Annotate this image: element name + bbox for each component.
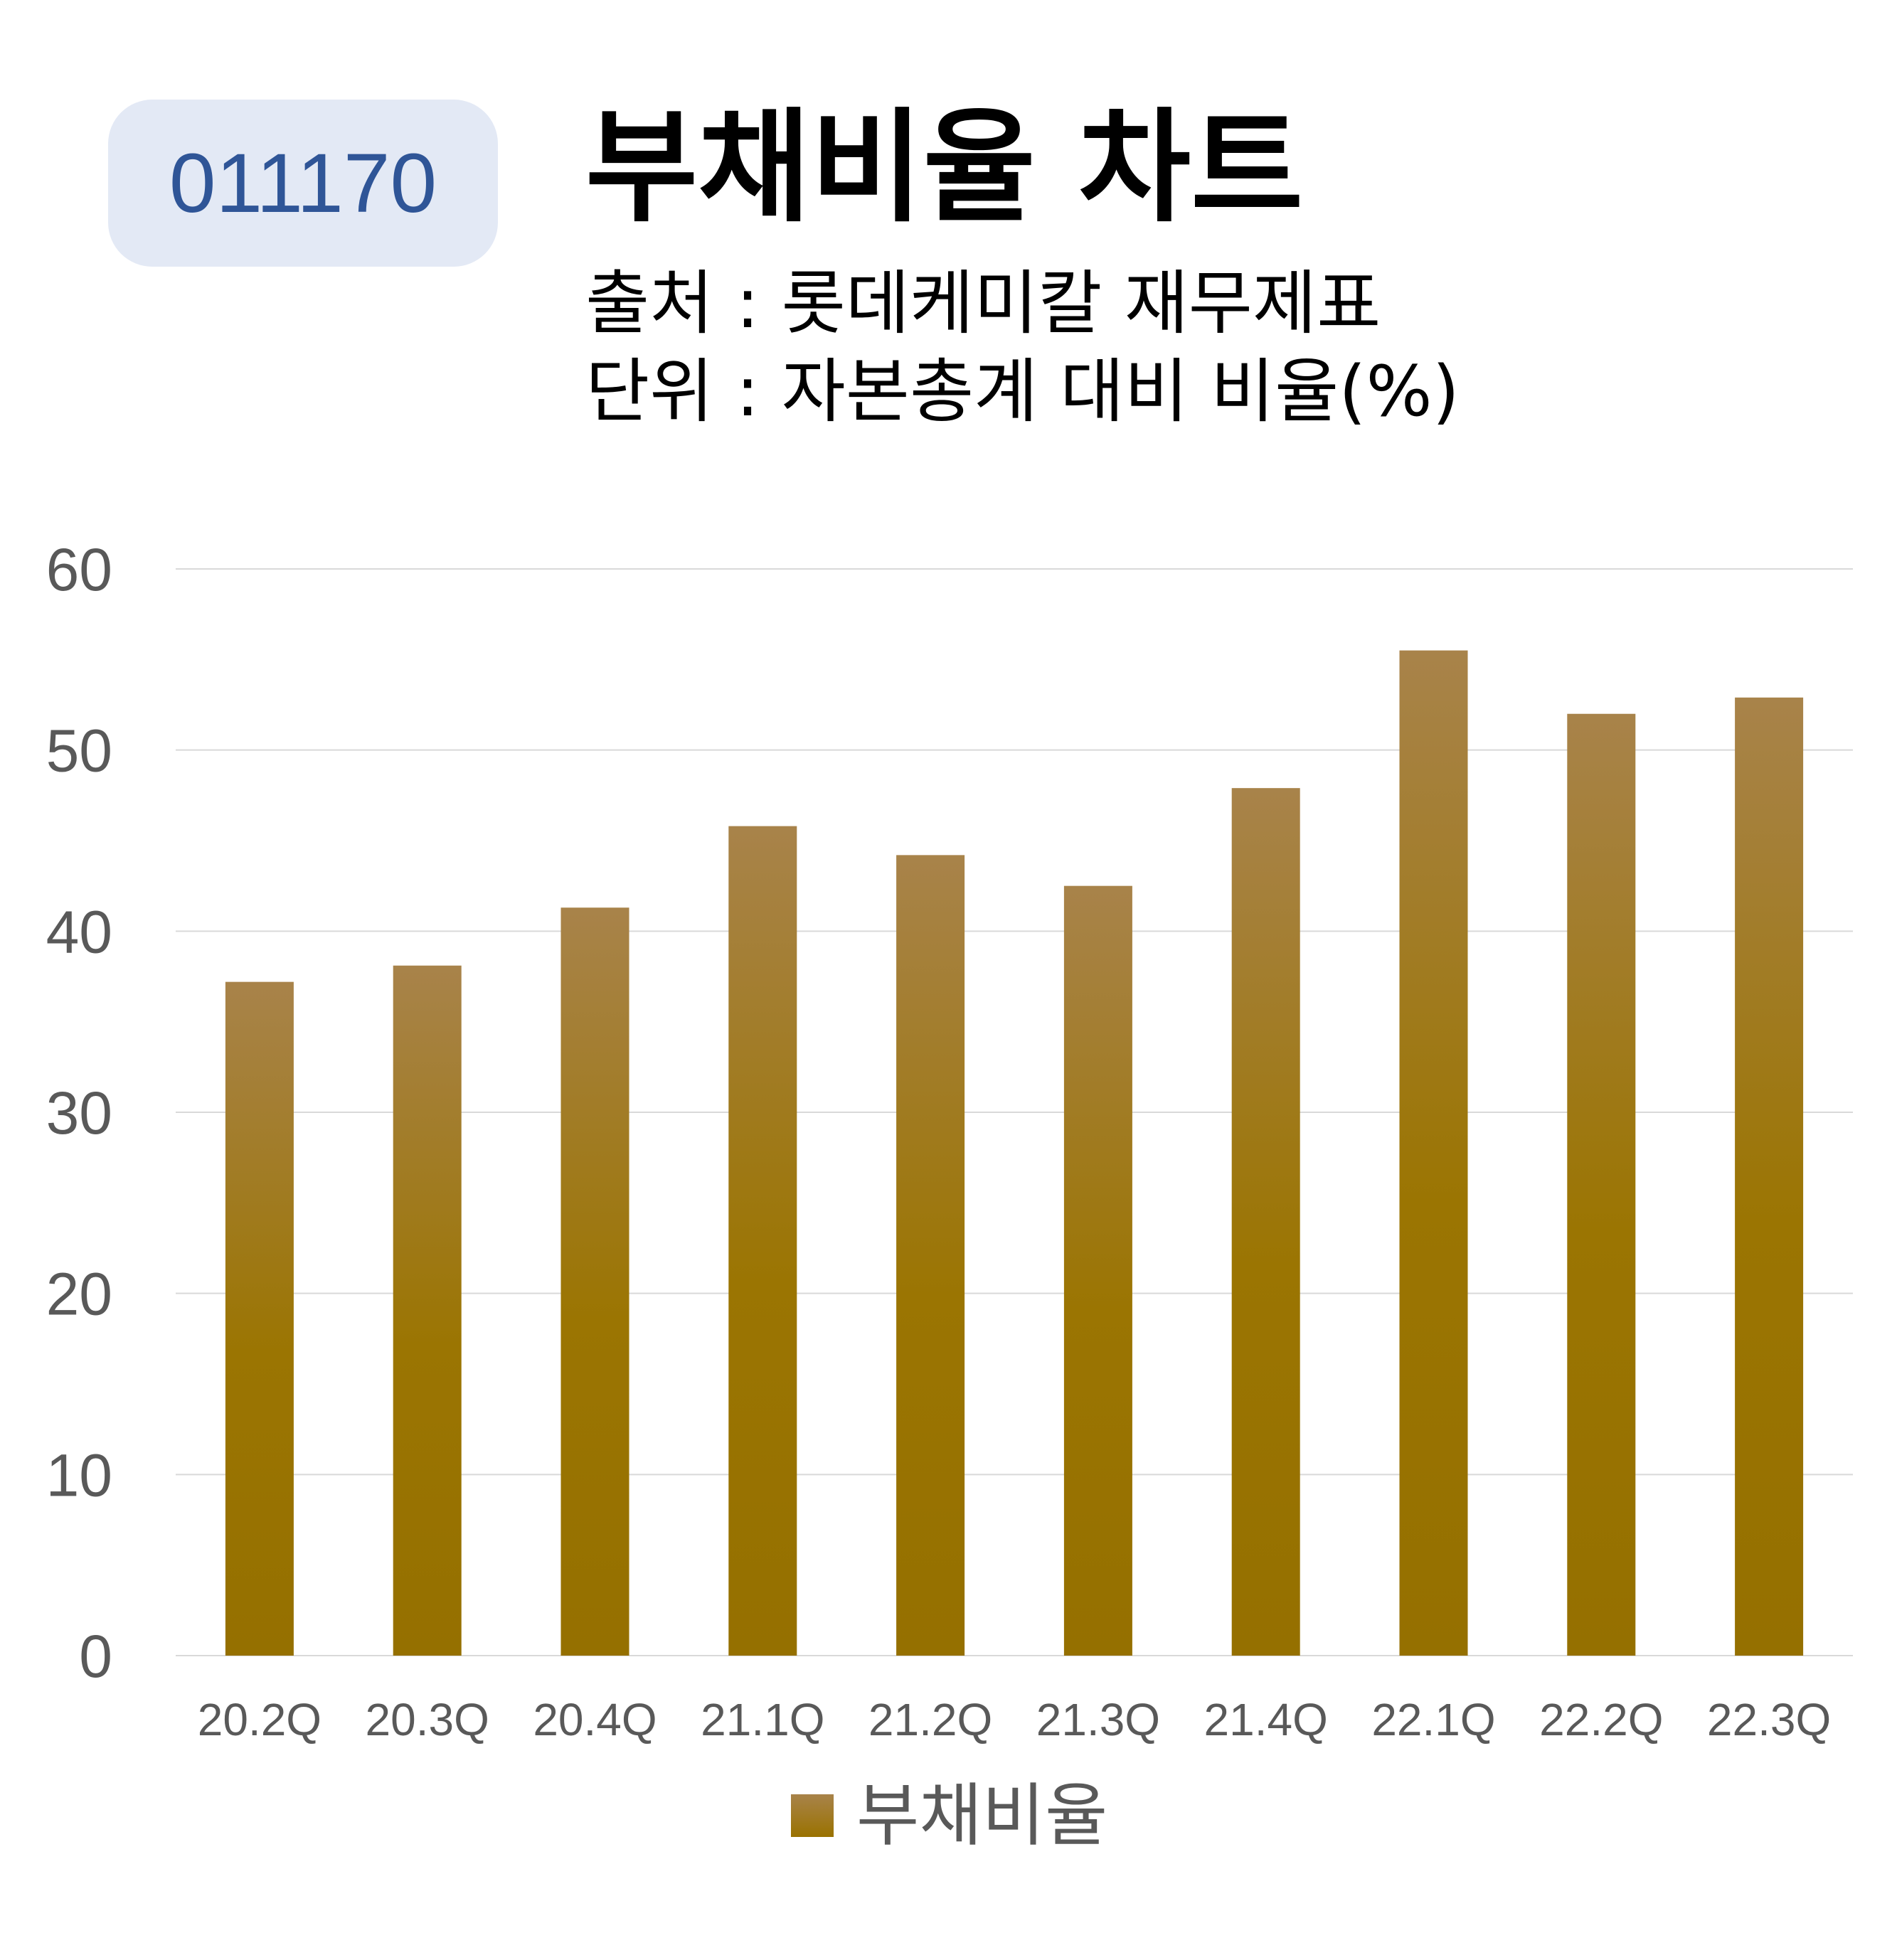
y-tick-label: 20	[46, 1261, 112, 1328]
source-note: 출처 : 롯데케미칼 재무제표	[585, 263, 1381, 344]
bar-20.4Q	[560, 907, 629, 1656]
y-tick-label: 10	[46, 1442, 112, 1508]
bar-22.3Q	[1735, 697, 1804, 1656]
bars	[225, 650, 1804, 1656]
bar-21.2Q	[896, 855, 965, 1656]
bar-22.2Q	[1567, 713, 1636, 1656]
y-tick-label: 30	[46, 1080, 112, 1146]
x-tick-label: 21.1Q	[701, 1694, 824, 1745]
stock-code-badge: 011170	[108, 100, 498, 267]
y-tick-label: 40	[46, 898, 112, 965]
x-tick-label: 20.3Q	[366, 1694, 489, 1745]
bar-21.1Q	[728, 826, 797, 1656]
unit-note: 단위 : 자본총계 대비 비율(%)	[585, 351, 1460, 432]
bar-20.3Q	[393, 965, 462, 1656]
x-tick-label: 22.2Q	[1539, 1694, 1663, 1745]
bar-21.3Q	[1063, 885, 1132, 1656]
x-tick-label: 21.2Q	[868, 1694, 992, 1745]
y-tick-label: 0	[79, 1623, 112, 1690]
legend-swatch	[791, 1794, 834, 1837]
stock-code: 011170	[169, 136, 437, 230]
legend-label: 부채비율	[856, 1776, 1108, 1855]
x-tick-label: 20.2Q	[198, 1694, 322, 1745]
legend: 부채비율	[791, 1781, 1107, 1850]
bar-22.1Q	[1399, 650, 1468, 1656]
x-axis-ticks: 20.2Q 20.3Q 20.4Q 21.1Q 21.2Q 21.3Q 21.4Q 22.1Q…	[198, 1694, 1832, 1745]
x-tick-label: 21.3Q	[1036, 1694, 1160, 1745]
bar-21.4Q	[1231, 788, 1300, 1656]
x-tick-label: 22.1Q	[1371, 1694, 1495, 1745]
x-tick-label: 20.4Q	[533, 1694, 657, 1745]
chart-title: 부채비율 차트	[585, 96, 1304, 239]
x-tick-label: 22.3Q	[1707, 1694, 1831, 1745]
y-tick-label: 60	[46, 536, 112, 603]
y-axis-ticks: 0 10 20 30 40 50 60	[46, 536, 112, 1690]
y-tick-label: 50	[46, 718, 112, 784]
bar-20.2Q	[225, 981, 294, 1656]
x-tick-label: 21.4Q	[1204, 1694, 1328, 1745]
